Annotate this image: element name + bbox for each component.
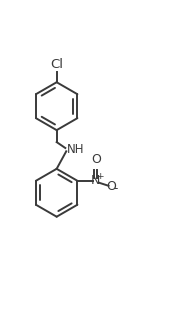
- Text: NH: NH: [67, 143, 84, 156]
- Text: -: -: [113, 182, 118, 195]
- Text: O: O: [91, 153, 101, 166]
- Text: N: N: [91, 174, 100, 187]
- Text: O: O: [107, 180, 117, 193]
- Text: +: +: [96, 172, 104, 181]
- Text: Cl: Cl: [50, 58, 63, 71]
